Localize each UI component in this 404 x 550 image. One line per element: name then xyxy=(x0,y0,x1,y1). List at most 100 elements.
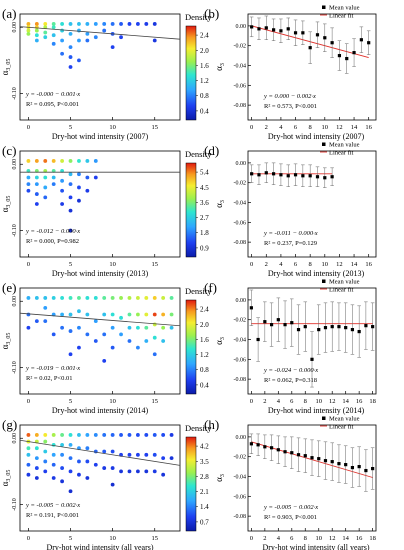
scatter-point-c xyxy=(77,172,81,177)
x-tick-label-h: 18 xyxy=(369,535,376,542)
scatter-point-a xyxy=(110,22,115,26)
mean-point-h xyxy=(256,443,260,447)
y-tick-label-f: 0.00 xyxy=(236,298,247,304)
panel-h: (h) 0 2 4 6 8 10 12 14 16 18 0.00 -0.02 -0.04 -0.06 -0.… xyxy=(204,416,377,550)
panel-f: (f) 0 2 4 6 8 10 12 14 16 18 0.00 -0.02 -0.04 -0.06 -0.… xyxy=(204,279,377,415)
y-axis-symbol: α xyxy=(0,70,10,75)
scatter-point-a xyxy=(34,22,39,26)
scatter-point-e xyxy=(144,312,149,317)
fit-equation-d: y = -0.011 − 0.000·x xyxy=(263,230,318,237)
mean-point-f xyxy=(269,323,274,327)
scatter-point-g xyxy=(60,466,65,470)
x-tick-label-c: 5 xyxy=(69,261,72,268)
scatter-point-a xyxy=(119,22,123,26)
x-tick-label-d: 2 xyxy=(265,261,268,268)
scatter-point-e xyxy=(127,339,132,343)
x-axis-label-f: Dry-hot wind intensity (2014) xyxy=(268,406,365,415)
scatter-point-g xyxy=(77,433,81,437)
scatter-point-e xyxy=(60,312,65,317)
x-tick-label-a: 5 xyxy=(69,124,72,131)
scatter-point-a xyxy=(119,35,123,40)
y-tick-label-h: -0.08 xyxy=(234,514,247,520)
y-tick-label-h: -0.02 xyxy=(234,455,247,461)
y-tick-label-b: -0.06 xyxy=(234,83,247,89)
scatter-point-g xyxy=(26,433,31,437)
scatter-point-a xyxy=(68,55,73,59)
scatter-point-e xyxy=(51,332,56,337)
scatter-point-e xyxy=(60,325,65,330)
scatter-point-e xyxy=(161,339,166,343)
fit-line-a xyxy=(19,26,181,40)
x-tick-label-b: 12 xyxy=(336,124,343,131)
mean-point-h xyxy=(263,445,267,449)
mean-point-b xyxy=(330,41,334,45)
fit-stats-f: R² = 0.062, P=0.318 xyxy=(264,377,317,384)
y-tick-label-d: -0.02 xyxy=(234,181,247,187)
scatter-point-c xyxy=(85,188,90,193)
scatter-point-e xyxy=(34,296,39,300)
x-tick-label-g: 5 xyxy=(69,535,72,542)
x-tick-label-b: 10 xyxy=(322,124,329,131)
y-axis-symbol: α xyxy=(214,203,224,208)
scatter-point-e xyxy=(135,325,140,330)
x-tick-label-b: 4 xyxy=(279,124,283,131)
scatter-point-c xyxy=(51,175,56,180)
scatter-point-c xyxy=(68,195,73,200)
panel-a: (a) 0 5 10 15 0.00 -0.10 Dry-hot wind intensity… xyxy=(0,6,212,141)
colorbar-tick-label-e: 2.4 xyxy=(200,306,209,314)
scatter-point-g xyxy=(43,469,48,474)
scatter-point-g xyxy=(102,466,107,470)
scatter-point-g xyxy=(144,433,149,437)
mean-point-h xyxy=(323,459,328,463)
colorbar-g xyxy=(185,436,197,532)
x-tick-label-d: 12 xyxy=(336,261,343,268)
scatter-point-e xyxy=(135,312,140,317)
mean-point-h xyxy=(290,451,294,455)
mean-point-f xyxy=(263,320,267,324)
colorbar-tick-label-a: 1.6 xyxy=(200,62,209,70)
plot-frame-c xyxy=(19,150,181,258)
scatter-point-g xyxy=(110,449,115,454)
mean-point-h xyxy=(317,457,321,461)
scatter-point-e xyxy=(93,296,98,300)
scatter-point-g xyxy=(135,469,140,474)
scatter-point-c xyxy=(93,175,98,180)
scatter-point-g xyxy=(93,462,98,467)
scatter-point-g xyxy=(60,452,65,457)
scatter-point-g xyxy=(127,469,132,474)
scatter-point-c xyxy=(26,175,31,180)
scatter-point-g xyxy=(169,456,174,461)
scatter-point-c xyxy=(26,159,31,163)
scatter-point-e xyxy=(26,325,31,330)
scatter-point-a xyxy=(152,38,157,43)
plot-frame-b xyxy=(247,13,377,121)
x-tick-label-b: 14 xyxy=(351,124,358,131)
colorbar-tick-label-c: 0.9 xyxy=(200,244,209,252)
scatter-point-g xyxy=(110,482,115,487)
mean-point-f xyxy=(357,329,361,334)
y-axis-symbol: α xyxy=(0,481,10,486)
x-tick-label-f: 16 xyxy=(356,398,363,405)
scatter-point-g xyxy=(85,476,90,480)
colorbar-title-e: Density xyxy=(185,286,212,296)
panel-label-e: (e) xyxy=(2,280,16,295)
scatter-point-e xyxy=(161,325,166,330)
scatter-point-c xyxy=(68,182,73,187)
legend-label-mean-f: Mean value xyxy=(329,279,360,286)
scatter-point-c xyxy=(68,228,73,233)
x-tick-label-e: 0 xyxy=(27,398,30,405)
scatter-point-g xyxy=(152,433,157,437)
scatter-point-g xyxy=(119,433,123,437)
mean-point-d xyxy=(315,175,320,179)
fit-stats-e: R² = 0.02, P<0.01 xyxy=(26,375,72,382)
scatter-point-a xyxy=(60,38,65,43)
y-tick-label-f: -0.06 xyxy=(234,357,247,363)
panel-c: (c) 0 5 10 15 0.00 -0.10 Dry-hot wind intensity… xyxy=(0,143,212,278)
scatter-point-e xyxy=(110,296,115,300)
scatter-point-g xyxy=(85,459,90,464)
colorbar-c xyxy=(185,162,197,258)
scatter-point-g xyxy=(161,433,166,437)
scatter-point-e xyxy=(152,335,157,340)
mean-point-f xyxy=(323,326,328,330)
mean-point-b xyxy=(293,31,298,35)
